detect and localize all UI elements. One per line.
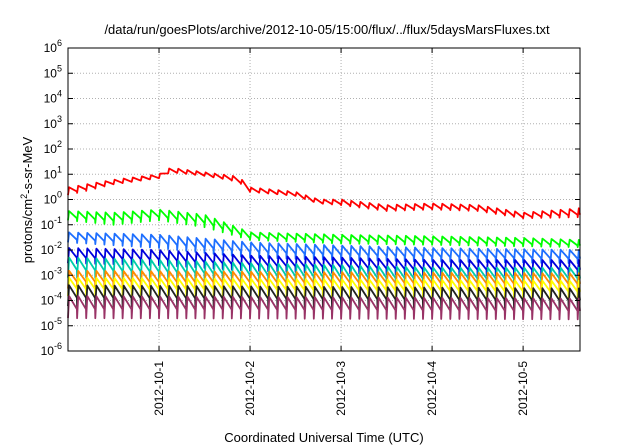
series-line-5	[67, 269, 581, 292]
y-tick-label: 104	[44, 89, 62, 106]
y-tick-exp: -6	[54, 341, 62, 351]
y-tick-label: 102	[44, 139, 62, 156]
y-axis-label-sup: 2	[19, 194, 29, 199]
x-tick-label: 2012-10-5	[516, 361, 530, 416]
y-tick-base: 10	[41, 344, 55, 358]
y-tick-base: 10	[44, 142, 58, 156]
y-tick-label: 10-5	[41, 316, 62, 333]
x-tick-label: 2012-10-3	[334, 361, 348, 416]
y-axis-label-base: protons/cm	[20, 199, 35, 263]
y-tick-label: 10-4	[41, 291, 62, 308]
y-tick-label: 10-6	[41, 341, 62, 358]
x-axis-label: Coordinated Universal Time (UTC)	[224, 430, 423, 445]
series-line-6	[67, 276, 581, 300]
x-tick-label: 2012-10-4	[425, 361, 439, 416]
y-tick-base: 10	[41, 268, 55, 282]
y-tick-label: 100	[44, 190, 62, 207]
series-line-7	[67, 284, 581, 310]
series-group	[67, 167, 581, 321]
x-tick-label: 2012-10-2	[243, 361, 257, 416]
series-line-8	[67, 295, 581, 321]
y-tick-exp: -2	[54, 240, 62, 250]
y-tick-label: 103	[44, 114, 62, 131]
y-tick-base: 10	[44, 193, 58, 207]
y-tick-exp: -4	[54, 291, 62, 301]
y-tick-label: 10-1	[41, 215, 62, 232]
y-tick-exp: -1	[54, 215, 62, 225]
y-tick-base: 10	[41, 218, 55, 232]
y-tick-label: 105	[44, 63, 62, 80]
x-tick-label: 2012-10-1	[152, 361, 166, 416]
y-tick-exp: -3	[54, 265, 62, 275]
x-axis: 2012-10-1 2012-10-2 2012-10-3 2012-10-4 2012…	[152, 48, 530, 416]
y-tick-exp: 5	[57, 63, 62, 73]
series-line-0	[67, 167, 581, 220]
y-tick-base: 10	[41, 294, 55, 308]
y-tick-label: 106	[44, 38, 62, 55]
y-axis-label-rest: -s-sr-MeV	[20, 136, 35, 193]
y-tick-base: 10	[44, 66, 58, 80]
y-tick-exp: 2	[57, 139, 62, 149]
y-tick-base: 10	[41, 243, 55, 257]
y-tick-base: 10	[44, 92, 58, 106]
chart-title: /data/run/goesPlots/archive/2012-10-05/1…	[104, 22, 550, 37]
y-tick-exp: 0	[57, 190, 62, 200]
y-tick-exp: 3	[57, 114, 62, 124]
series-line-3	[67, 247, 581, 277]
y-tick-exp: -5	[54, 316, 62, 326]
y-axis-label: protons/cm2-s-sr-MeV	[19, 136, 35, 263]
y-axis: 10-610-510-410-310-210-11001011021031041…	[41, 38, 580, 358]
series-line-1	[67, 208, 581, 249]
y-tick-label: 10-2	[41, 240, 62, 257]
y-tick-base: 10	[41, 319, 55, 333]
y-tick-exp: 1	[57, 164, 62, 174]
y-tick-label: 101	[44, 164, 62, 181]
y-tick-label: 10-3	[41, 265, 62, 282]
y-tick-base: 10	[44, 167, 58, 181]
y-tick-exp: 6	[57, 38, 62, 48]
series-line-2	[67, 231, 581, 265]
y-tick-base: 10	[44, 41, 58, 55]
y-tick-base: 10	[44, 117, 58, 131]
y-tick-exp: 4	[57, 89, 62, 99]
